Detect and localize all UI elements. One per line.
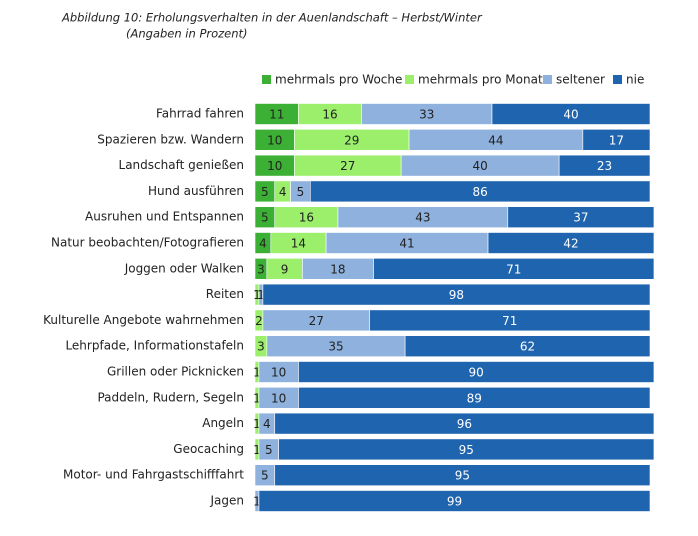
value-label: 18: [330, 262, 345, 276]
value-label: 90: [469, 366, 484, 380]
category-label: Natur beobachten/Fotografieren: [51, 236, 244, 250]
bar-segment: [309, 180, 651, 203]
legend-label: nie: [626, 73, 644, 87]
value-label: 35: [328, 340, 343, 354]
value-label: 71: [502, 314, 517, 328]
bar-segment: [373, 257, 655, 280]
value-label: 86: [473, 185, 488, 199]
value-label: 1: [253, 366, 261, 380]
category-label: Jagen: [210, 494, 245, 508]
value-label: 2: [255, 314, 263, 328]
category-label: Grillen oder Picknicken: [107, 365, 244, 379]
value-label: 11: [269, 108, 284, 122]
category-label: Kulturelle Angebote wahrnehmen: [43, 313, 244, 327]
value-label: 10: [271, 391, 286, 405]
bar-segment: [491, 103, 651, 125]
value-label: 16: [322, 108, 337, 122]
value-label: 27: [340, 159, 355, 173]
value-label: 14: [291, 237, 306, 251]
value-label: 10: [267, 133, 282, 147]
value-label: 96: [457, 417, 472, 431]
bar-segment: [274, 464, 651, 487]
value-label: 1: [253, 417, 261, 431]
category-label: Paddeln, Rudern, Segeln: [97, 390, 244, 404]
value-label: 41: [399, 237, 414, 251]
value-label: 71: [506, 262, 521, 276]
value-label: 10: [271, 366, 286, 380]
value-label: 1: [253, 495, 261, 509]
bar-segment: [487, 232, 655, 254]
bar-segment: [298, 361, 655, 383]
chart-title: Abbildung 10: Erholungsverhalten in der …: [61, 11, 483, 25]
bar-segment: [274, 412, 655, 435]
value-label: 95: [455, 469, 470, 483]
value-label: 3: [257, 340, 265, 354]
value-label: 10: [267, 159, 282, 173]
category-label: Joggen oder Walken: [124, 261, 244, 275]
bar-segment: [369, 309, 651, 332]
value-label: 99: [447, 495, 462, 509]
legend-swatch: [543, 75, 552, 84]
value-label: 5: [261, 185, 269, 199]
value-label: 5: [265, 443, 273, 457]
category-label: Angeln: [202, 416, 244, 430]
category-label: Motor- und Fahrgastschifffahrt: [63, 468, 244, 482]
category-label: Reiten: [206, 287, 244, 301]
value-label: 1: [253, 391, 261, 405]
value-label: 62: [520, 340, 535, 354]
bar-segment: [298, 386, 651, 409]
category-label: Fahrrad fahren: [156, 107, 244, 121]
chart-subtitle: (Angaben in Prozent): [126, 27, 248, 41]
value-label: 1: [257, 288, 265, 302]
value-label: 4: [279, 185, 287, 199]
bar-segment: [262, 283, 651, 306]
bar-segment: [582, 129, 651, 151]
category-label: Lehrpfade, Informationstafeln: [65, 339, 244, 353]
value-label: 4: [263, 417, 271, 431]
value-label: 1: [253, 288, 261, 302]
value-label: 1: [253, 443, 261, 457]
legend-label: mehrmals pro Monat: [418, 73, 543, 87]
value-label: 23: [597, 159, 612, 173]
value-label: 3: [257, 262, 265, 276]
value-label: 5: [297, 185, 305, 199]
value-label: 98: [449, 288, 464, 302]
value-label: 44: [488, 133, 503, 147]
value-label: 9: [281, 262, 289, 276]
category-label: Landschaft genießen: [119, 158, 244, 172]
value-label: 40: [473, 159, 488, 173]
bar-segment: [404, 335, 651, 358]
legend-label: seltener: [556, 73, 605, 87]
bar-segment: [258, 490, 651, 512]
category-label: Geocaching: [173, 442, 244, 456]
bar-segment: [558, 154, 651, 177]
value-label: 43: [415, 211, 430, 225]
value-label: 40: [563, 108, 578, 122]
value-label: 33: [419, 108, 434, 122]
value-label: 5: [261, 211, 269, 225]
value-label: 16: [299, 211, 314, 225]
value-label: 29: [344, 133, 359, 147]
category-label: Spazieren bzw. Wandern: [97, 132, 244, 146]
legend-swatch: [613, 75, 622, 84]
value-label: 95: [459, 443, 474, 457]
category-label: Hund ausführen: [148, 184, 244, 198]
value-label: 17: [609, 133, 624, 147]
value-label: 5: [261, 469, 269, 483]
legend-label: mehrmals pro Woche: [275, 73, 402, 87]
value-label: 27: [309, 314, 324, 328]
value-label: 37: [573, 211, 588, 225]
value-label: 4: [259, 237, 267, 251]
value-label: 89: [467, 391, 482, 405]
category-label: Ausruhen und Entspannen: [85, 210, 244, 224]
bar-segment: [278, 438, 655, 461]
legend-swatch: [405, 75, 414, 84]
value-label: 42: [563, 237, 578, 251]
bar-segment: [507, 206, 655, 228]
legend-swatch: [262, 75, 271, 84]
